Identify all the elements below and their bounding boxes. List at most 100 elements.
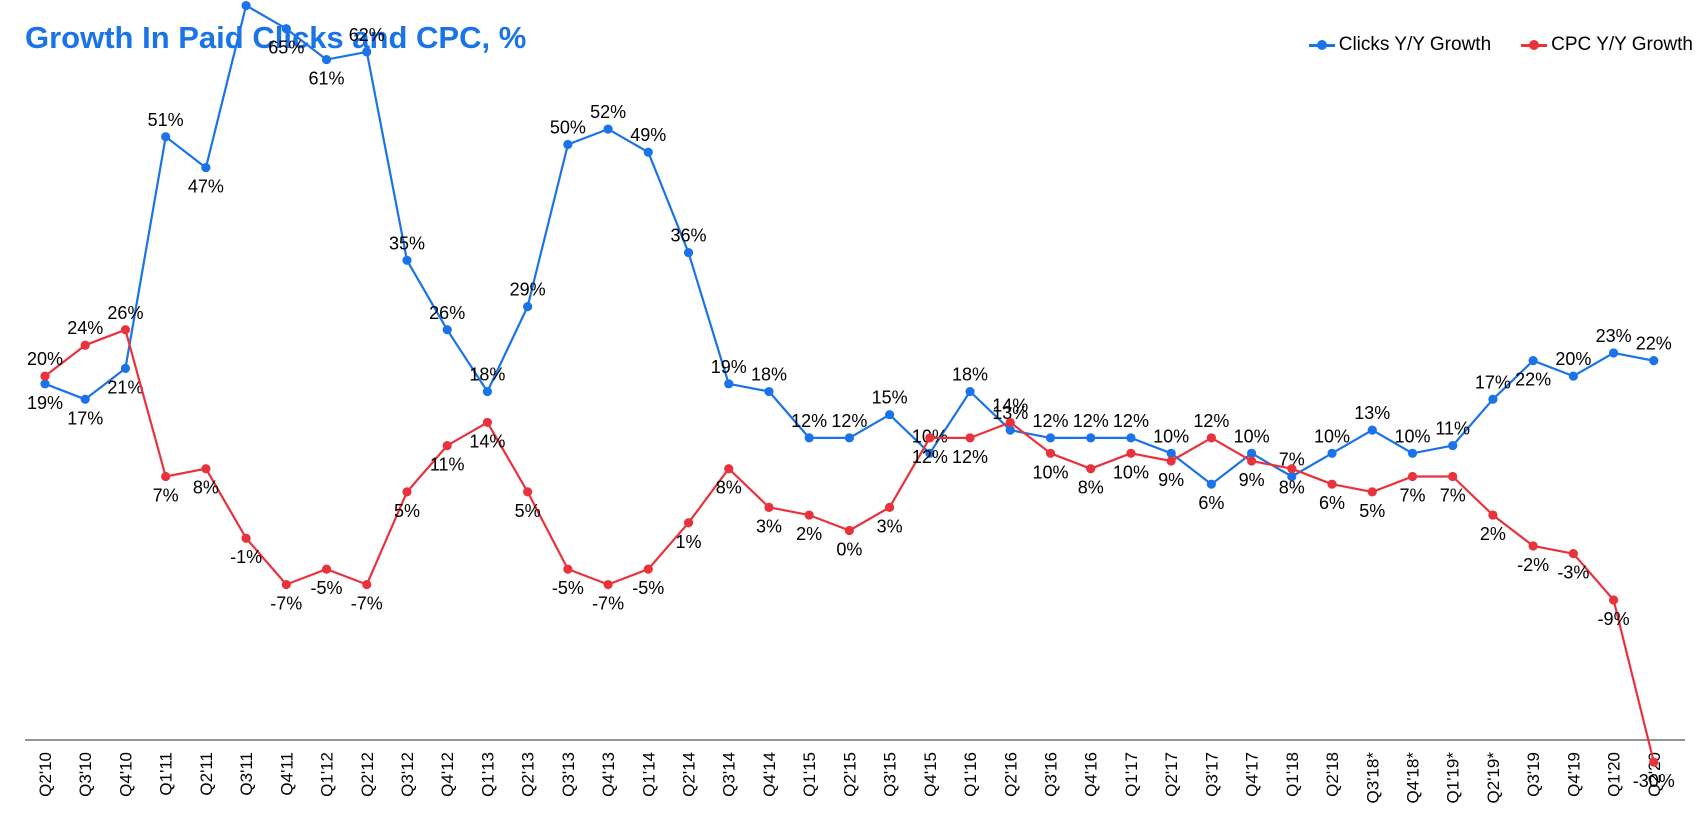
data-point-clicks <box>281 24 291 34</box>
data-label-cpc: 5% <box>394 501 420 521</box>
data-label-clicks: 65% <box>268 38 304 58</box>
x-tick-label: Q4'10 <box>116 752 135 797</box>
x-tick-label: Q3'16 <box>1042 752 1061 797</box>
legend-swatch-cpc <box>1521 39 1548 50</box>
data-point-clicks <box>925 448 935 458</box>
data-label-clicks: 52% <box>590 102 626 122</box>
x-tick-label: Q1'14 <box>639 752 658 797</box>
data-label-clicks: 18% <box>952 365 988 385</box>
data-label-clicks: 7% <box>1279 449 1305 469</box>
data-label-cpc: 8% <box>1279 478 1305 498</box>
x-tick-label: Q1'15 <box>800 752 819 797</box>
x-tick-label: Q3'18* <box>1363 752 1382 804</box>
data-point-cpc <box>241 533 251 543</box>
data-point-cpc <box>804 510 814 520</box>
data-label-clicks: 36% <box>671 226 707 246</box>
data-label-cpc: 7% <box>1399 485 1425 505</box>
data-point-clicks <box>1568 371 1578 381</box>
data-point-cpc <box>161 471 171 482</box>
data-label-clicks: 15% <box>872 388 908 408</box>
data-label-clicks: 10% <box>1394 426 1430 446</box>
data-label-cpc: -7% <box>592 594 624 614</box>
data-point-clicks <box>1528 356 1538 366</box>
x-tick-label: Q2'19* <box>1484 752 1503 804</box>
data-label-cpc: -3% <box>1557 563 1589 583</box>
data-point-cpc <box>402 487 412 497</box>
data-point-clicks <box>1206 479 1216 489</box>
data-point-cpc <box>1287 464 1297 474</box>
data-label-cpc: -7% <box>270 594 302 614</box>
x-tick-label: Q3'14 <box>720 752 739 797</box>
data-label-cpc: -1% <box>230 547 262 567</box>
data-label-cpc: 24% <box>67 318 103 338</box>
data-label-clicks: 62% <box>349 25 385 45</box>
data-point-clicks <box>844 433 855 443</box>
data-label-cpc: -5% <box>632 578 664 598</box>
data-point-cpc <box>1448 471 1458 482</box>
data-label-clicks: 51% <box>148 110 184 130</box>
data-label-cpc: -5% <box>311 578 343 598</box>
x-tick-label: Q1'12 <box>318 752 337 797</box>
data-label-clicks: 21% <box>107 377 143 397</box>
data-point-cpc <box>523 487 533 497</box>
data-label-cpc: 8% <box>716 478 742 498</box>
legend-label-cpc: CPC Y/Y Growth <box>1551 34 1693 55</box>
x-tick-label: Q4'17 <box>1243 752 1262 797</box>
data-label-clicks: 19% <box>27 393 63 413</box>
x-tick-label: Q4'13 <box>599 752 618 797</box>
data-point-clicks <box>1488 394 1498 404</box>
x-tick-label: Q3'10 <box>76 752 95 797</box>
data-point-clicks <box>1367 425 1377 435</box>
data-point-clicks <box>1448 440 1458 451</box>
data-point-cpc <box>362 579 372 590</box>
data-point-clicks <box>1608 348 1619 358</box>
data-point-cpc <box>1608 595 1619 605</box>
data-label-clicks: 12% <box>791 411 827 431</box>
data-point-clicks <box>161 132 171 142</box>
data-label-cpc: 12% <box>952 447 988 467</box>
data-label-clicks: 49% <box>630 125 666 145</box>
data-point-cpc <box>1086 464 1096 474</box>
data-label-clicks: 13% <box>1354 403 1390 423</box>
data-point-cpc <box>40 371 50 381</box>
x-tick-label: Q1'13 <box>478 752 497 797</box>
legend-item-clicks: Clicks Y/Y Growth <box>1308 34 1492 56</box>
data-point-cpc <box>1005 417 1015 428</box>
data-point-cpc <box>764 502 774 512</box>
data-label-clicks: 23% <box>1596 326 1632 346</box>
x-tick-label: Q2'17 <box>1162 752 1181 797</box>
data-point-clicks <box>321 54 332 65</box>
data-point-clicks <box>1407 448 1418 458</box>
data-point-clicks <box>724 379 734 389</box>
data-point-cpc <box>1206 433 1216 443</box>
data-point-clicks <box>1126 433 1136 443</box>
data-label-clicks: 19% <box>711 357 747 377</box>
data-point-clicks <box>523 302 533 312</box>
data-point-cpc <box>1649 757 1659 767</box>
data-point-cpc <box>1488 510 1498 520</box>
data-label-clicks: 17% <box>67 408 103 428</box>
x-tick-label: Q2'11 <box>197 752 216 796</box>
data-point-clicks <box>1086 433 1096 443</box>
data-label-clicks: 13% <box>992 403 1028 423</box>
data-point-clicks <box>683 247 694 258</box>
data-point-clicks <box>885 410 895 420</box>
x-tick-label: Q2'12 <box>358 752 377 797</box>
x-tick-label: Q3'15 <box>881 752 900 797</box>
data-label-clicks: 12% <box>1073 411 1109 431</box>
data-point-clicks <box>643 147 653 157</box>
data-point-cpc <box>844 525 855 536</box>
data-label-cpc: 9% <box>1239 470 1265 490</box>
data-point-cpc <box>683 518 694 528</box>
x-tick-label: Q1'18 <box>1283 752 1302 797</box>
data-label-clicks: 12% <box>1113 411 1149 431</box>
x-tick-label: Q4'15 <box>921 752 940 797</box>
data-point-cpc <box>965 433 975 443</box>
data-point-clicks <box>965 386 975 397</box>
data-label-cpc: 12% <box>1193 411 1229 431</box>
data-label-cpc: 1% <box>676 532 702 552</box>
legend-label-clicks: Clicks Y/Y Growth <box>1338 34 1492 55</box>
data-point-clicks <box>201 163 211 173</box>
x-tick-label: Q4'11 <box>277 752 296 796</box>
x-tick-label: Q4'19 <box>1564 752 1583 797</box>
